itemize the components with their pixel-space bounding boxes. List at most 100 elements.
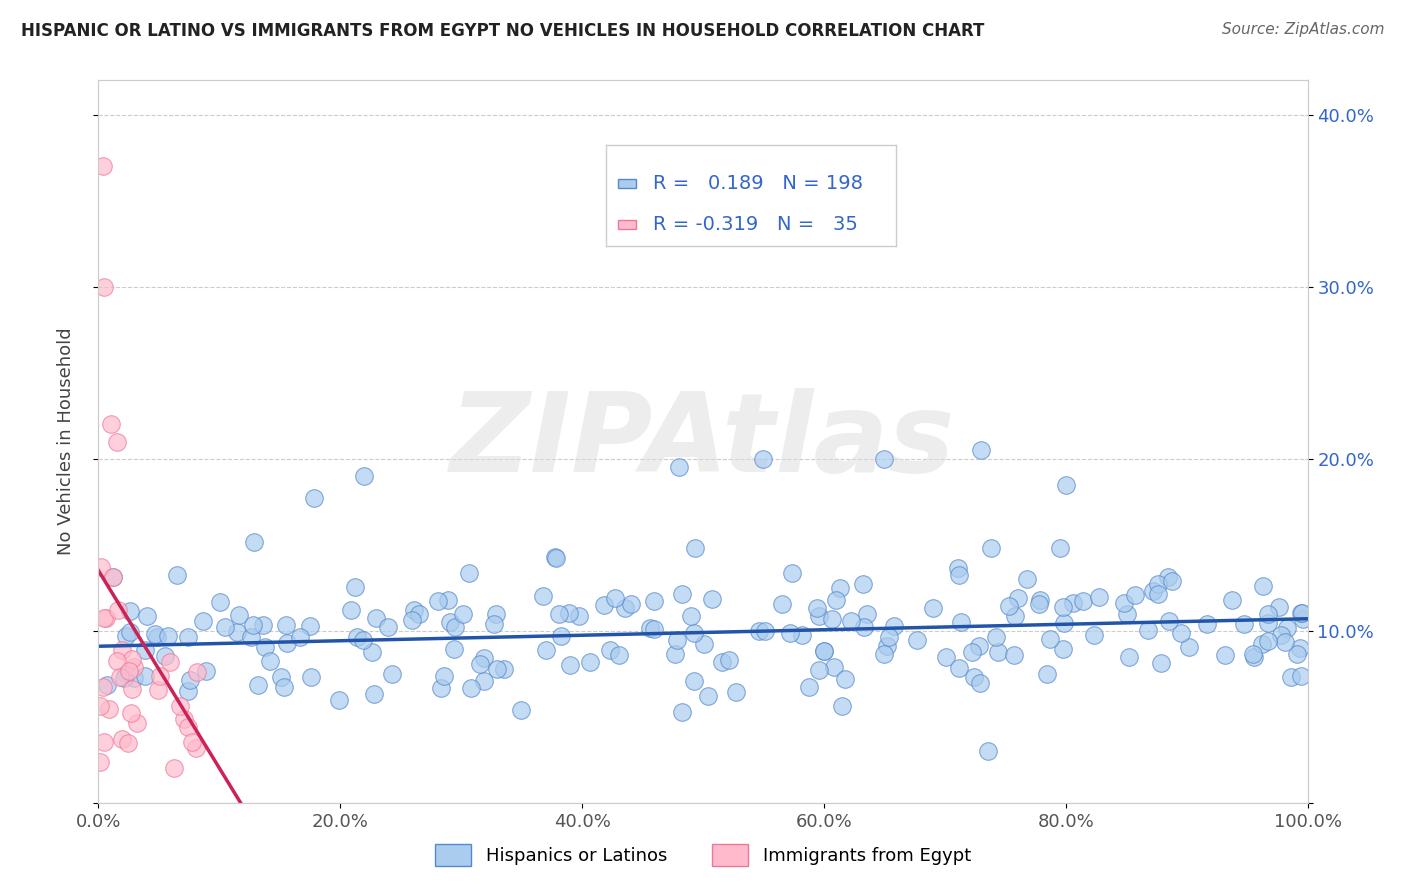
Point [242,618,264,632]
Point [792,628,814,642]
Point [643,622,665,636]
Point [145,627,167,641]
Point [671,587,693,601]
Point [1251,579,1274,593]
Point [485,607,508,621]
Point [118,664,141,678]
Point [821,612,844,626]
Point [430,681,453,695]
Point [439,615,461,630]
Point [328,693,350,707]
Point [443,641,465,656]
Point [754,624,776,639]
Point [179,673,201,687]
Point [1220,593,1243,607]
Point [531,589,554,603]
Point [1118,649,1140,664]
Point [101,570,124,584]
Point [288,630,311,644]
Point [90,560,112,574]
Point [607,648,630,662]
Point [548,607,571,622]
Point [806,600,828,615]
Point [752,451,775,466]
Point [782,566,804,581]
Point [823,660,845,674]
Point [970,443,993,458]
Point [177,630,200,644]
Legend: Hispanics or Latinos, Immigrants from Egypt: Hispanics or Latinos, Immigrants from Eg… [427,837,979,873]
Point [1233,617,1256,632]
Point [969,639,991,653]
Point [877,630,900,644]
Point [779,625,801,640]
Point [364,611,387,625]
Point [510,703,533,717]
Point [638,621,661,635]
Point [101,570,124,584]
Point [117,736,139,750]
Point [1275,621,1298,635]
Point [1147,576,1170,591]
Point [115,629,138,643]
Point [1083,628,1105,642]
Point [156,629,179,643]
Point [121,681,143,696]
Point [93,611,115,625]
Point [579,655,602,669]
Point [1257,633,1279,648]
Point [93,279,115,293]
Point [1270,628,1292,642]
Point [404,603,426,617]
Point [1291,668,1313,682]
Point [1289,640,1312,655]
Point [568,609,591,624]
Point [770,597,793,611]
Point [1007,591,1029,605]
Point [834,672,856,686]
Point [181,734,204,748]
Point [352,633,374,648]
Point [437,592,460,607]
Point [122,671,145,685]
Point [1170,625,1192,640]
Point [246,678,269,692]
Point [748,624,770,638]
Y-axis label: No Vehicles in Household: No Vehicles in Household [56,327,75,556]
Point [1279,670,1302,684]
Point [120,706,142,720]
Point [100,417,122,432]
Point [134,668,156,682]
Point [841,614,863,628]
Point [253,640,276,655]
Point [593,598,616,612]
Point [135,608,157,623]
Point [696,689,718,703]
Point [620,597,643,611]
Point [353,469,375,483]
Point [298,618,321,632]
Point [1088,590,1111,604]
Point [91,159,114,173]
Point [1053,615,1076,630]
Point [855,607,877,621]
Point [1049,541,1071,556]
Point [671,705,693,719]
Point [121,652,143,666]
Point [225,624,247,639]
Point [457,566,479,581]
Point [558,658,581,673]
Point [1039,632,1062,647]
Point [166,567,188,582]
Point [681,609,703,624]
Point [963,669,986,683]
Point [664,647,686,661]
Point [304,491,326,505]
Point [122,660,145,674]
Point [1004,609,1026,624]
Point [807,663,830,677]
Point [344,581,367,595]
Point [118,624,141,639]
Text: ZIPAtlas: ZIPAtlas [450,388,956,495]
Point [1052,599,1074,614]
